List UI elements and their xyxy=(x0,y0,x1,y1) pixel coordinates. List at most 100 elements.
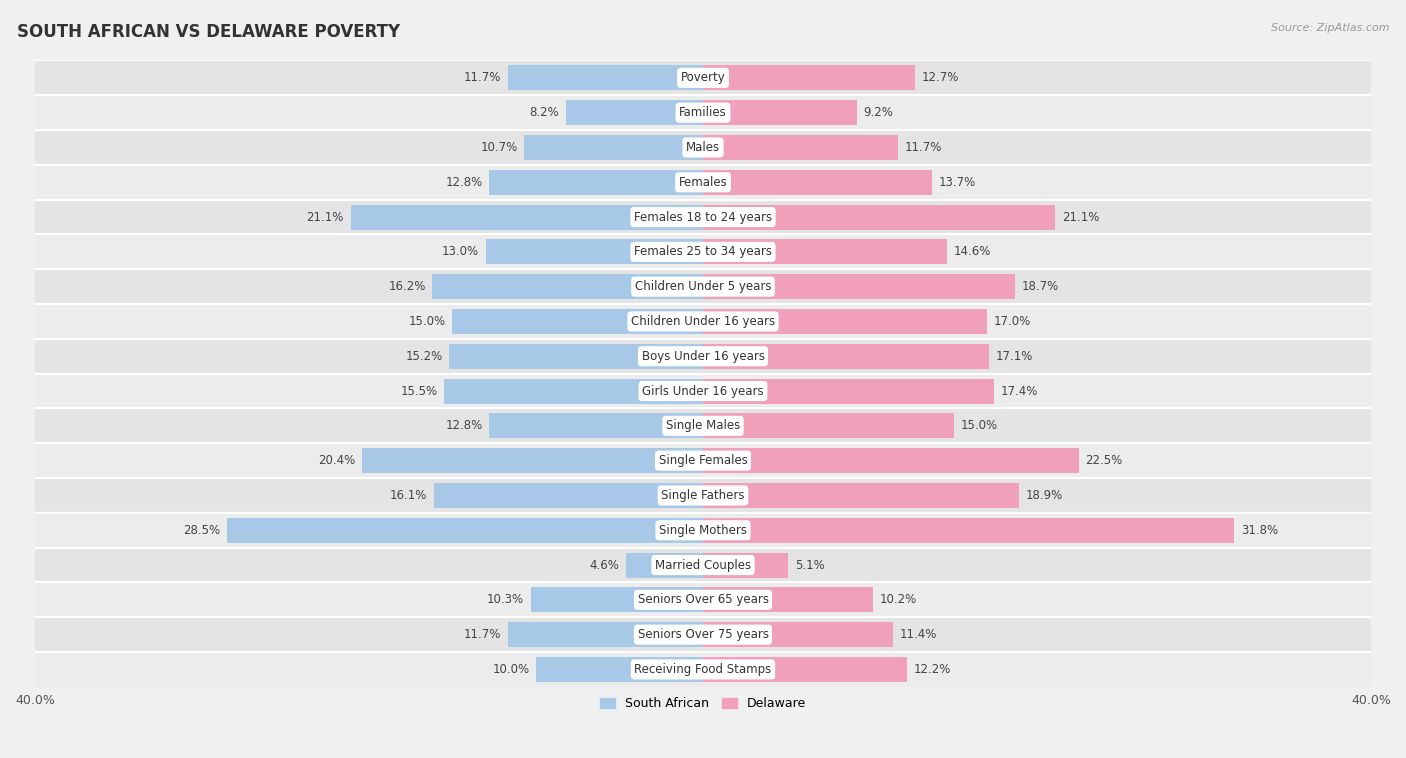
Bar xyxy=(453,309,703,334)
Text: 21.1%: 21.1% xyxy=(1062,211,1099,224)
Bar xyxy=(35,513,1371,547)
Bar xyxy=(703,657,907,682)
Bar xyxy=(35,234,1371,269)
Bar xyxy=(35,61,1371,96)
Bar xyxy=(703,343,988,369)
Text: Single Females: Single Females xyxy=(658,454,748,467)
Bar xyxy=(703,622,893,647)
Text: Married Couples: Married Couples xyxy=(655,559,751,572)
Bar xyxy=(35,269,1371,304)
Bar xyxy=(35,547,1371,582)
Bar xyxy=(703,240,946,265)
Bar xyxy=(35,96,1371,130)
Bar xyxy=(703,100,856,125)
Text: 21.1%: 21.1% xyxy=(307,211,344,224)
Text: 12.7%: 12.7% xyxy=(922,71,959,84)
Text: 22.5%: 22.5% xyxy=(1085,454,1123,467)
Bar xyxy=(363,448,703,473)
Text: SOUTH AFRICAN VS DELAWARE POVERTY: SOUTH AFRICAN VS DELAWARE POVERTY xyxy=(17,23,399,41)
Bar xyxy=(35,478,1371,513)
Bar xyxy=(703,309,987,334)
Text: 18.7%: 18.7% xyxy=(1022,280,1059,293)
Text: 14.6%: 14.6% xyxy=(953,246,991,258)
Bar xyxy=(35,443,1371,478)
Bar xyxy=(508,65,703,90)
Text: 5.1%: 5.1% xyxy=(794,559,824,572)
Bar xyxy=(35,339,1371,374)
Text: Seniors Over 75 years: Seniors Over 75 years xyxy=(637,628,769,641)
Bar xyxy=(703,518,1234,543)
Bar xyxy=(703,413,953,438)
Text: Females: Females xyxy=(679,176,727,189)
Bar xyxy=(35,582,1371,617)
Bar xyxy=(486,240,703,265)
Legend: South African, Delaware: South African, Delaware xyxy=(595,692,811,715)
Bar xyxy=(35,165,1371,199)
Text: 31.8%: 31.8% xyxy=(1240,524,1278,537)
Bar xyxy=(703,205,1056,230)
Text: Children Under 5 years: Children Under 5 years xyxy=(634,280,772,293)
Text: 9.2%: 9.2% xyxy=(863,106,893,119)
Text: 16.2%: 16.2% xyxy=(388,280,426,293)
Text: 15.0%: 15.0% xyxy=(409,315,446,328)
Text: 17.4%: 17.4% xyxy=(1000,384,1038,397)
Text: 15.5%: 15.5% xyxy=(401,384,437,397)
Text: 12.8%: 12.8% xyxy=(446,419,482,432)
Bar xyxy=(703,378,994,403)
Bar xyxy=(536,657,703,682)
Bar xyxy=(35,199,1371,234)
Text: 11.7%: 11.7% xyxy=(464,71,501,84)
Bar xyxy=(35,409,1371,443)
Text: 17.0%: 17.0% xyxy=(994,315,1031,328)
Bar xyxy=(350,205,703,230)
Text: Children Under 16 years: Children Under 16 years xyxy=(631,315,775,328)
Bar xyxy=(35,652,1371,687)
Bar xyxy=(703,448,1078,473)
Text: 10.7%: 10.7% xyxy=(481,141,517,154)
Text: 12.2%: 12.2% xyxy=(914,663,950,676)
Text: 18.9%: 18.9% xyxy=(1025,489,1063,502)
Bar xyxy=(703,553,789,578)
Bar xyxy=(703,483,1019,508)
Text: 13.7%: 13.7% xyxy=(938,176,976,189)
Text: 13.0%: 13.0% xyxy=(441,246,479,258)
Bar xyxy=(449,343,703,369)
Bar xyxy=(626,553,703,578)
Text: Single Mothers: Single Mothers xyxy=(659,524,747,537)
Bar xyxy=(35,374,1371,409)
Bar xyxy=(434,483,703,508)
Bar xyxy=(35,304,1371,339)
Bar xyxy=(567,100,703,125)
Text: 11.7%: 11.7% xyxy=(464,628,501,641)
Text: Source: ZipAtlas.com: Source: ZipAtlas.com xyxy=(1271,23,1389,33)
Text: 28.5%: 28.5% xyxy=(183,524,221,537)
Text: Families: Families xyxy=(679,106,727,119)
Text: 15.2%: 15.2% xyxy=(405,349,443,363)
Text: Females 18 to 24 years: Females 18 to 24 years xyxy=(634,211,772,224)
Text: 20.4%: 20.4% xyxy=(318,454,356,467)
Text: Girls Under 16 years: Girls Under 16 years xyxy=(643,384,763,397)
Text: 16.1%: 16.1% xyxy=(389,489,427,502)
Text: Males: Males xyxy=(686,141,720,154)
Bar xyxy=(703,65,915,90)
Bar xyxy=(703,135,898,160)
Bar xyxy=(433,274,703,299)
Bar xyxy=(703,170,932,195)
Bar xyxy=(489,170,703,195)
Bar xyxy=(489,413,703,438)
Bar xyxy=(35,130,1371,165)
Bar xyxy=(524,135,703,160)
Bar xyxy=(531,587,703,612)
Text: 10.0%: 10.0% xyxy=(492,663,529,676)
Bar xyxy=(703,587,873,612)
Text: 10.2%: 10.2% xyxy=(880,594,917,606)
Text: 10.3%: 10.3% xyxy=(486,594,524,606)
Bar xyxy=(508,622,703,647)
Text: Poverty: Poverty xyxy=(681,71,725,84)
Text: 12.8%: 12.8% xyxy=(446,176,482,189)
Text: Single Fathers: Single Fathers xyxy=(661,489,745,502)
Text: 11.4%: 11.4% xyxy=(900,628,938,641)
Text: 17.1%: 17.1% xyxy=(995,349,1032,363)
Text: Females 25 to 34 years: Females 25 to 34 years xyxy=(634,246,772,258)
Text: Receiving Food Stamps: Receiving Food Stamps xyxy=(634,663,772,676)
